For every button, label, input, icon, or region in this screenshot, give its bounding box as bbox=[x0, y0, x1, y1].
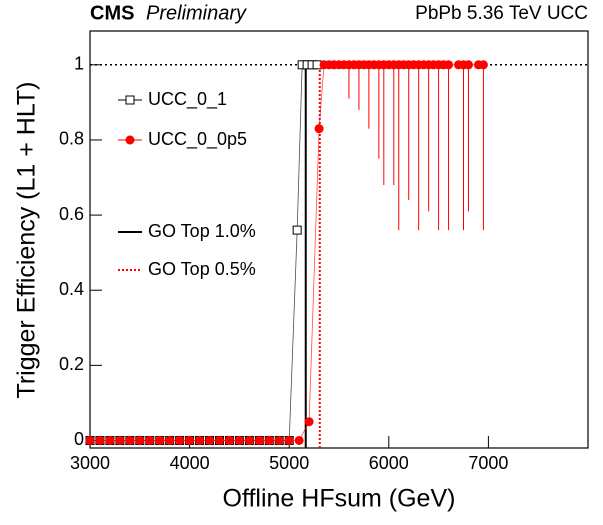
legend-label: GO Top 0.5% bbox=[148, 259, 256, 279]
legend-label: UCC_0_0p5 bbox=[148, 129, 247, 150]
marker bbox=[234, 435, 244, 445]
marker bbox=[254, 435, 264, 445]
marker bbox=[284, 435, 294, 445]
marker bbox=[214, 435, 224, 445]
chart-subtitle: Preliminary bbox=[146, 2, 247, 24]
marker bbox=[155, 435, 165, 445]
marker bbox=[274, 435, 284, 445]
legend-marker bbox=[125, 95, 135, 105]
marker bbox=[205, 435, 215, 445]
marker bbox=[478, 60, 488, 70]
marker bbox=[185, 435, 195, 445]
y-tick-label: 0 bbox=[74, 429, 84, 449]
marker bbox=[244, 435, 254, 445]
marker bbox=[292, 225, 302, 235]
series-line bbox=[90, 64, 484, 441]
y-tick-label: 0.2 bbox=[59, 354, 84, 374]
x-axis-label: Offline HFsum (GeV) bbox=[223, 485, 456, 513]
y-tick-label: 1 bbox=[74, 54, 84, 74]
marker bbox=[314, 124, 324, 134]
legend-label: GO Top 1.0% bbox=[148, 221, 256, 241]
marker bbox=[444, 60, 454, 70]
y-axis-label: Trigger Efficiency (L1 + HLT) bbox=[13, 81, 41, 398]
x-tick-label: 7000 bbox=[468, 453, 508, 473]
legend-marker bbox=[125, 135, 135, 145]
x-tick-label: 3000 bbox=[70, 453, 110, 473]
y-tick-label: 0.8 bbox=[59, 129, 84, 149]
x-tick-label: 5000 bbox=[269, 453, 309, 473]
series-line bbox=[90, 64, 318, 441]
marker bbox=[145, 435, 155, 445]
plot-frame bbox=[89, 30, 589, 449]
x-tick-label: 4000 bbox=[170, 453, 210, 473]
annotation: PbPb 5.36 TeV UCC bbox=[415, 3, 588, 24]
marker bbox=[224, 435, 234, 445]
marker bbox=[195, 435, 205, 445]
y-tick-label: 0.4 bbox=[59, 279, 84, 299]
marker bbox=[135, 435, 145, 445]
marker bbox=[294, 435, 304, 445]
marker bbox=[115, 435, 125, 445]
marker bbox=[85, 435, 95, 445]
marker bbox=[463, 60, 473, 70]
marker bbox=[264, 435, 274, 445]
marker bbox=[165, 435, 175, 445]
marker bbox=[95, 435, 105, 445]
x-tick-label: 6000 bbox=[369, 453, 409, 473]
y-tick-label: 0.6 bbox=[59, 204, 84, 224]
legend-label: UCC_0_1 bbox=[148, 89, 227, 110]
chart-title: CMS bbox=[90, 2, 134, 24]
marker bbox=[175, 435, 185, 445]
marker bbox=[125, 435, 135, 445]
marker bbox=[105, 435, 115, 445]
marker bbox=[304, 417, 314, 427]
